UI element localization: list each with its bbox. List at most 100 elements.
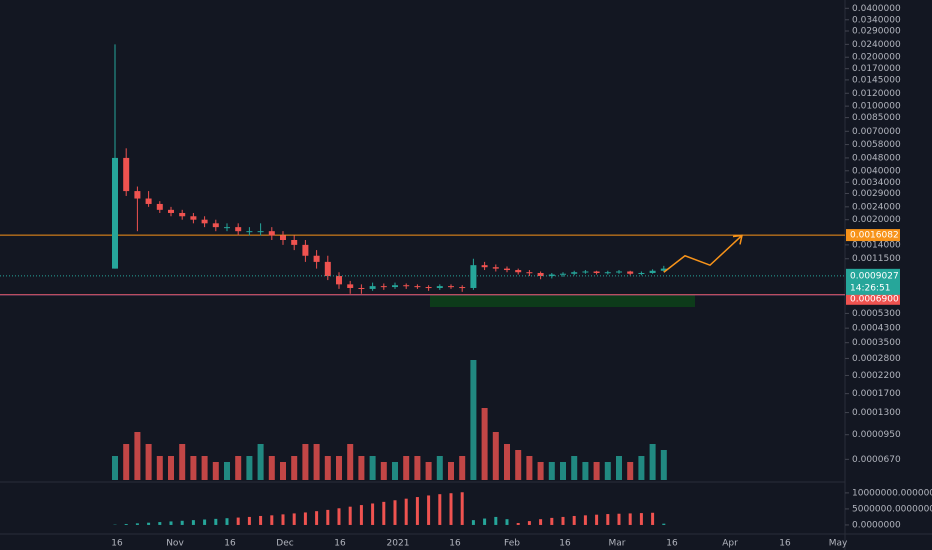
candle-body <box>268 231 275 236</box>
oscillator-bar <box>550 517 554 525</box>
y-tick-label: 0.0001300 <box>852 408 901 418</box>
y-tick-label: 0.0120000 <box>852 89 901 99</box>
volume-bar <box>515 450 522 480</box>
candle-body <box>235 227 242 232</box>
volume-bar <box>347 444 354 480</box>
candle-body <box>212 223 219 228</box>
y-tick-label: 0.0024000 <box>852 202 901 212</box>
volume-bar <box>358 456 365 480</box>
volume-bar <box>380 462 387 480</box>
candle-body <box>638 272 645 274</box>
y-tick-label: 0.0200000 <box>852 53 901 63</box>
volume-bar <box>134 432 141 480</box>
volume-bar <box>336 456 342 480</box>
candle-body <box>380 286 387 288</box>
oscillator-bar <box>169 521 173 525</box>
oscillator-bar <box>337 508 341 525</box>
countdown-label: 14:26:51 <box>850 283 890 293</box>
volume-bar <box>246 456 253 480</box>
candle-body <box>403 285 410 287</box>
time-label: 16 <box>779 539 791 549</box>
oscillator-bar <box>583 515 587 525</box>
candle-body <box>593 271 600 273</box>
candle-body <box>560 273 566 275</box>
oscillator-bar <box>382 501 386 525</box>
candle-body <box>627 271 634 274</box>
volume-bar <box>582 462 589 480</box>
projection-line <box>663 234 743 273</box>
candle-body <box>548 274 555 277</box>
y-tick-label: 0.0001700 <box>852 389 901 399</box>
level-badge <box>846 229 900 242</box>
y2-tick-label: 5000000.0000000 <box>852 504 932 514</box>
oscillator-bar <box>191 520 195 525</box>
oscillator-bar <box>539 519 543 525</box>
volume-bar <box>112 456 118 480</box>
candle-body <box>425 287 432 289</box>
candle-body <box>526 272 533 274</box>
oscillator-bar <box>259 515 263 525</box>
volume-bar <box>201 456 208 480</box>
oscillator-bar <box>371 503 375 525</box>
volume-bar <box>268 456 275 480</box>
y-tick-label: 0.0085000 <box>852 113 901 123</box>
y-tick-label: 0.0400000 <box>852 4 901 14</box>
zone <box>430 294 695 308</box>
y-tick-label: 0.0020000 <box>852 215 901 225</box>
last-price-label: 0.0009027 <box>850 271 899 281</box>
y-tick-label: 0.0170000 <box>852 64 901 74</box>
candle-body <box>201 219 208 224</box>
candle-body <box>246 231 253 233</box>
oscillator-bar <box>214 518 218 525</box>
volume-bar <box>616 456 622 480</box>
volume-bar <box>492 432 499 480</box>
candle-body <box>448 286 454 288</box>
y-tick-label: 0.0004300 <box>852 324 901 334</box>
candle-body <box>392 285 398 288</box>
time-label: 16 <box>559 539 571 549</box>
projection-arrowhead <box>732 234 743 245</box>
y-tick-label: 0.0100000 <box>852 102 901 112</box>
time-label: 16 <box>666 539 678 549</box>
y2-tick-label: 0.0000000 <box>852 520 901 530</box>
y2-tick-label: 10000000.0000000 <box>852 488 932 498</box>
y-tick-label: 0.0240000 <box>852 40 901 50</box>
volume-bar <box>313 444 320 480</box>
volume-bar <box>190 456 197 480</box>
volume-bar <box>571 456 578 480</box>
y-tick-label: 0.0290000 <box>852 27 901 37</box>
candle-body <box>134 191 141 199</box>
oscillator-bar <box>516 523 520 525</box>
candle-body <box>336 276 342 285</box>
oscillator-bar <box>315 511 319 525</box>
candle-body <box>481 265 488 268</box>
oscillator-bar <box>158 522 162 525</box>
candle-body <box>324 261 331 277</box>
y-tick-label: 0.0003500 <box>852 338 901 348</box>
candle-body <box>571 272 578 274</box>
candle-body <box>459 287 466 289</box>
oscillator-bar <box>505 519 509 525</box>
volume-bar <box>560 462 566 480</box>
volume-bar <box>593 462 600 480</box>
candle-body <box>649 270 656 273</box>
candle-body <box>190 216 197 220</box>
volume-bar <box>302 444 309 480</box>
candle-body <box>224 227 230 229</box>
volume-bar <box>179 444 186 480</box>
candle-body <box>515 270 522 273</box>
candle-body <box>280 235 286 240</box>
y-tick-label: 0.0000950 <box>852 430 901 440</box>
oscillator-bar <box>449 493 453 525</box>
oscillator-bar <box>135 523 139 525</box>
time-label: May <box>829 539 848 549</box>
oscillator-bar <box>415 497 419 525</box>
candle-body <box>660 268 667 271</box>
volume-bar <box>481 408 488 480</box>
oscillator-bar <box>595 514 599 525</box>
oscillator-bar <box>606 514 610 525</box>
oscillator-bar <box>359 505 363 525</box>
oscillator-bar <box>427 495 431 525</box>
candle-body <box>582 271 589 273</box>
